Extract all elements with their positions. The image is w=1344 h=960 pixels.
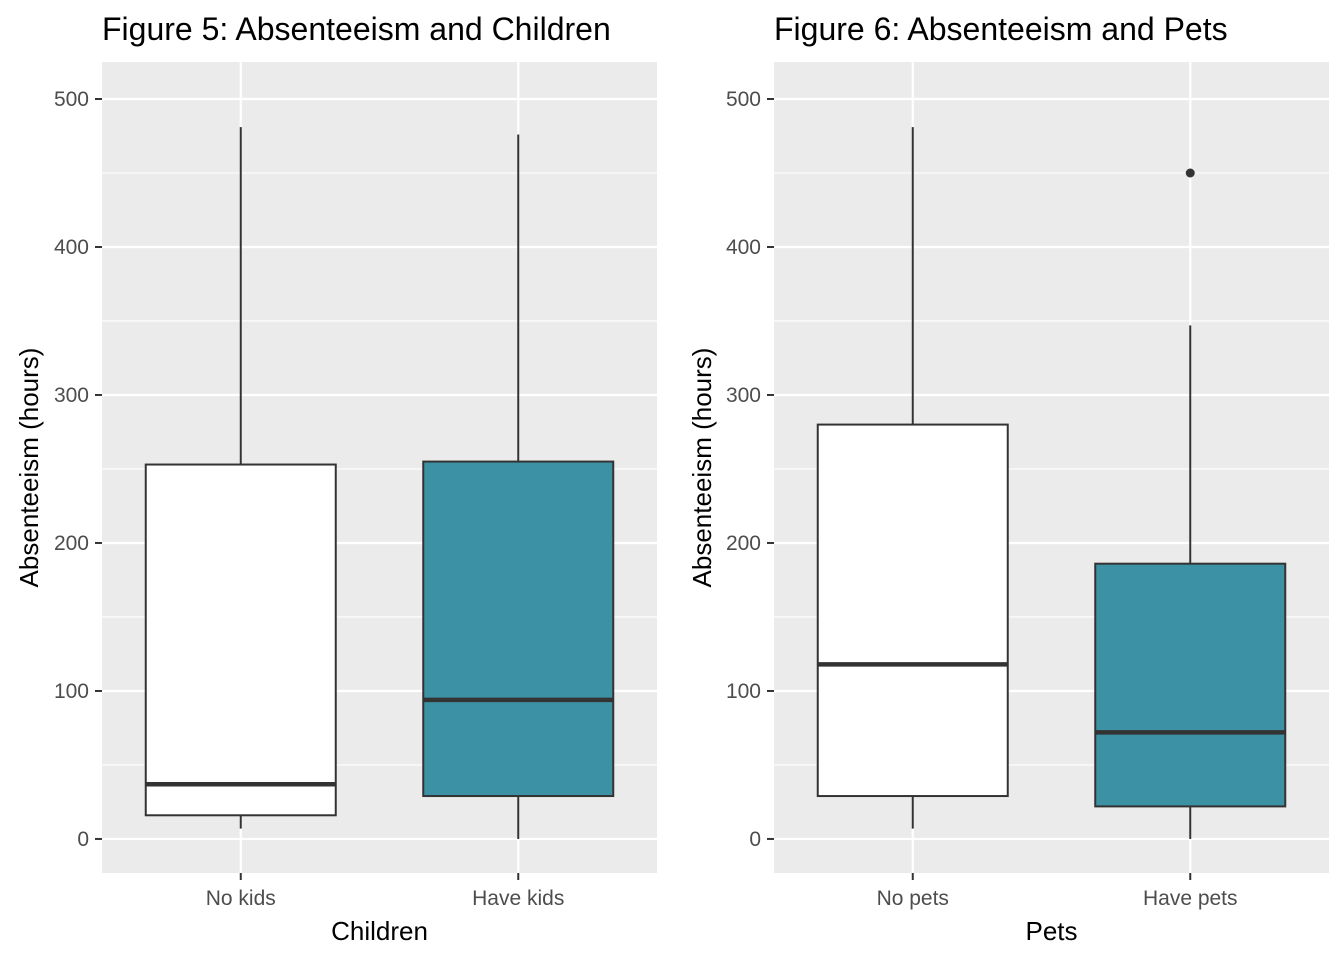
y-tick-label: 400 xyxy=(54,236,89,259)
chart-panel-5: 0 100 200 300 400 500 No kids Have kids Figure 5… xyxy=(14,11,657,946)
x-tick-label: No pets xyxy=(877,887,949,910)
y-tick-label: 500 xyxy=(726,88,761,111)
y-tick-label: 200 xyxy=(726,532,761,555)
x-tick-label: Have kids xyxy=(472,887,564,910)
y-tick-label: 100 xyxy=(726,680,761,703)
y-tick-label: 100 xyxy=(54,680,89,703)
x-axis-title: Pets xyxy=(1025,916,1077,946)
boxplot-have-kids xyxy=(422,134,615,839)
iqr-box xyxy=(816,423,1009,798)
y-axis-title: Absenteeism (hours) xyxy=(14,348,44,588)
y-axis-title: Absenteeism (hours) xyxy=(687,348,717,588)
boxplot-no-pets xyxy=(816,127,1009,829)
chart-title: Figure 5: Absenteeism and Children xyxy=(102,11,611,47)
y-tick-label: 200 xyxy=(54,532,89,555)
boxplot-have-pets xyxy=(1094,168,1287,839)
iqr-box xyxy=(422,460,615,798)
chart-title: Figure 6: Absenteeism and Pets xyxy=(774,11,1228,47)
boxplot-no-kids xyxy=(144,127,337,829)
iqr-box xyxy=(144,463,337,817)
y-tick-label: 500 xyxy=(54,88,89,111)
outlier-point xyxy=(1185,168,1195,178)
iqr-box xyxy=(1094,562,1287,808)
y-tick-label: 300 xyxy=(726,384,761,407)
y-tick-label: 0 xyxy=(749,828,761,851)
y-tick-label: 300 xyxy=(54,384,89,407)
y-tick-label: 0 xyxy=(77,828,89,851)
x-tick-label: No kids xyxy=(206,887,276,910)
x-axis-title: Children xyxy=(331,916,428,946)
x-tick-label: Have pets xyxy=(1143,887,1238,910)
chart-panel-6: 0 100 200 300 400 500 No pets Have pets Figure 6… xyxy=(687,11,1329,946)
y-tick-label: 400 xyxy=(726,236,761,259)
